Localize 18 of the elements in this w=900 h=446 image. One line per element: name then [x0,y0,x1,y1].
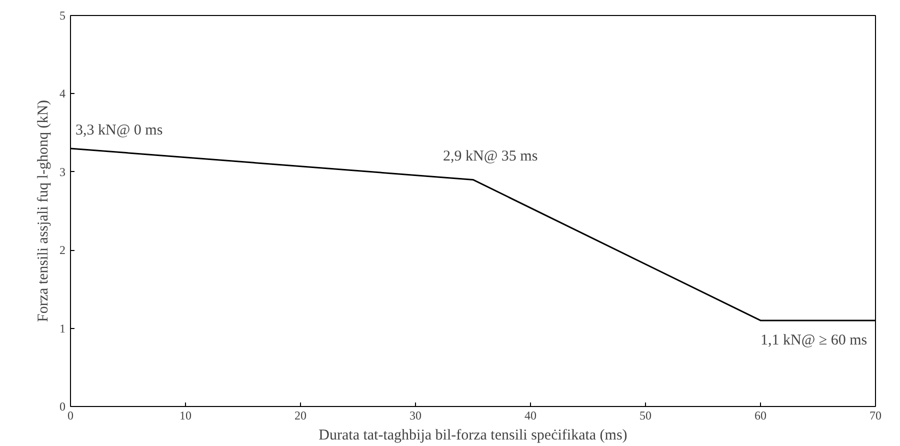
annotation: 2,9 kN@ 35 ms [443,148,538,165]
x-tick-label: 20 [294,408,306,422]
y-tick-label: 1 [60,321,66,336]
annotation: 3,3 kN@ 0 ms [76,122,163,138]
x-tick-label: 40 [524,408,536,422]
x-axis-title: Durata tat-taghbija bil-forza tensili speċifikata (ms) [318,428,628,444]
x-tick-label: 60 [754,408,766,422]
y-tick-label: 0 [60,400,66,414]
y-tick-label: 5 [60,8,66,22]
x-tick-label: 70 [870,408,882,422]
annotation: 1,1 kN@ ≥ 60 ms [760,332,868,348]
y-tick-label: 4 [60,86,66,101]
y-tick-label: 3 [60,164,66,179]
x-tick-label: 50 [640,408,652,422]
x-tick-label: 30 [410,408,422,422]
x-tick-label: 10 [180,408,192,422]
y-axis-title: Forza tensili assjali fuq l-ghonq (kN) [36,100,52,322]
y-tick-label: 2 [60,243,66,258]
